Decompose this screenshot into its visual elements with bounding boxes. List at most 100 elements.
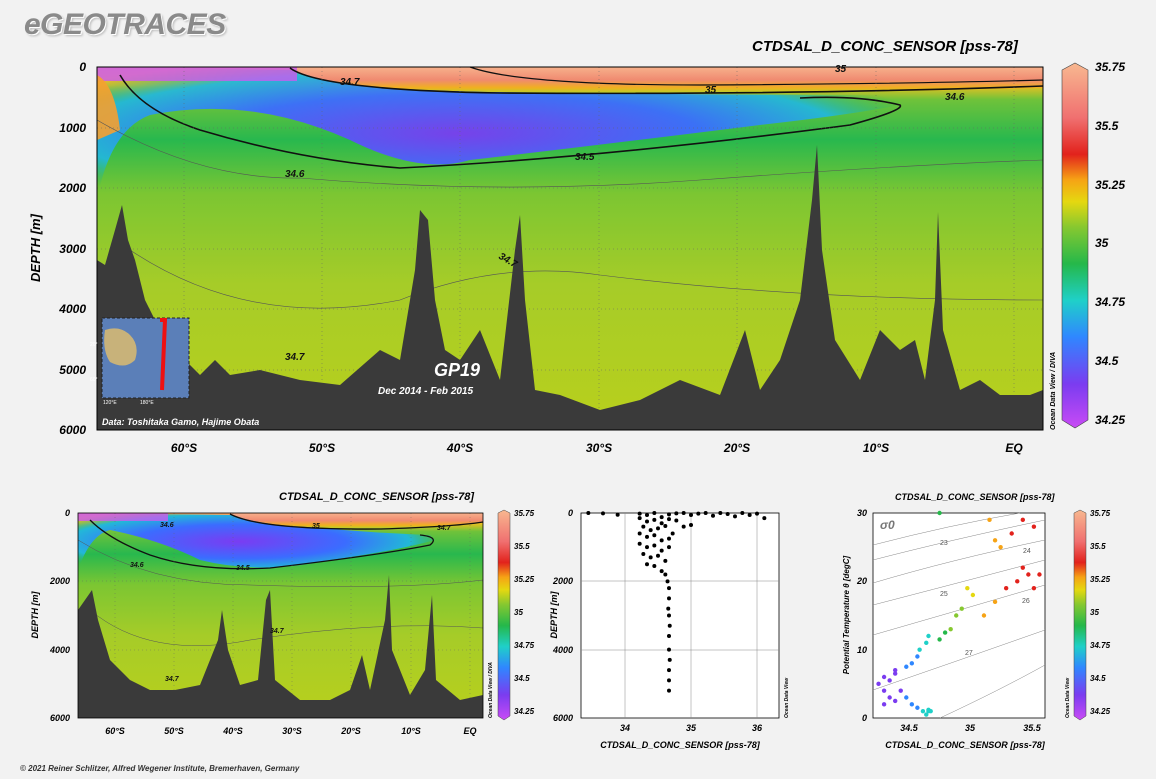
depth-point bbox=[659, 521, 664, 526]
ts-point bbox=[992, 599, 998, 605]
main-plot-area bbox=[96, 66, 1044, 431]
depth-point bbox=[652, 533, 657, 538]
depth-point bbox=[674, 518, 679, 523]
svg-text:40°S: 40°S bbox=[446, 441, 473, 455]
svg-text:10: 10 bbox=[857, 645, 867, 655]
svg-text:60°S: 60°S bbox=[171, 441, 197, 455]
ts-point bbox=[1031, 524, 1037, 529]
small-side-label: Ocean Data View / DIVA bbox=[488, 662, 494, 718]
ts-point bbox=[959, 606, 964, 611]
depth-point bbox=[663, 558, 668, 563]
svg-text:35.25: 35.25 bbox=[514, 575, 535, 584]
ts-point bbox=[942, 630, 948, 635]
svg-text:30°S: 30°S bbox=[586, 441, 612, 455]
data-credit: Data: Toshitaka Gamo, Hajime Obata bbox=[102, 417, 259, 427]
scatter-depth-side-label: Ocean Data View bbox=[784, 677, 790, 718]
cruise-label: GP19 bbox=[434, 360, 480, 380]
svg-text:20°: 20° bbox=[90, 342, 98, 348]
depth-point bbox=[667, 512, 671, 517]
ts-point bbox=[926, 633, 931, 639]
ts-point bbox=[987, 517, 992, 523]
scatter-depth-x-label: CTDSAL_D_CONC_SENSOR [pss-78] bbox=[600, 740, 761, 750]
depth-point bbox=[659, 538, 664, 543]
scatter-depth-y-label: DEPTH [m] bbox=[549, 590, 559, 638]
depth-point bbox=[652, 563, 657, 568]
depth-point bbox=[674, 511, 679, 516]
depth-point bbox=[667, 647, 671, 652]
svg-text:50°S: 50°S bbox=[164, 726, 184, 736]
svg-text:35.5: 35.5 bbox=[1023, 723, 1042, 733]
main-x-ticks: 60°S 50°S 40°S 30°S 20°S 10°S EQ bbox=[171, 441, 1023, 455]
depth-point bbox=[645, 513, 649, 518]
depth-point bbox=[667, 536, 671, 541]
depth-point bbox=[667, 634, 671, 638]
svg-text:34.25: 34.25 bbox=[514, 707, 535, 716]
depth-point bbox=[740, 511, 745, 515]
depth-point bbox=[601, 511, 605, 516]
depth-point bbox=[667, 657, 672, 662]
depth-point bbox=[641, 552, 646, 556]
svg-text:3000: 3000 bbox=[59, 242, 86, 256]
depth-point bbox=[652, 543, 657, 548]
depth-point bbox=[637, 541, 642, 546]
svg-text:35.75: 35.75 bbox=[514, 509, 535, 518]
svg-text:34.75: 34.75 bbox=[1090, 641, 1111, 650]
svg-text:34.7: 34.7 bbox=[285, 352, 305, 363]
depth-point bbox=[696, 511, 701, 516]
depth-point bbox=[645, 534, 649, 539]
svg-text:1000: 1000 bbox=[59, 121, 86, 135]
svg-text:34.5: 34.5 bbox=[1095, 354, 1119, 368]
ts-points bbox=[876, 510, 1042, 717]
depth-point bbox=[659, 515, 664, 520]
svg-text:4000: 4000 bbox=[58, 302, 86, 316]
svg-text:2000: 2000 bbox=[49, 576, 70, 586]
depth-point bbox=[637, 531, 642, 536]
depth-point bbox=[645, 545, 649, 550]
depth-point bbox=[656, 553, 660, 558]
depth-point bbox=[652, 517, 657, 522]
svg-text:5000: 5000 bbox=[59, 363, 86, 377]
depth-point bbox=[670, 531, 675, 536]
svg-text:35: 35 bbox=[835, 64, 847, 75]
ts-point bbox=[924, 712, 929, 717]
cruise-dates: Dec 2014 - Feb 2015 bbox=[378, 386, 473, 397]
ts-point bbox=[981, 613, 987, 618]
svg-text:35.5: 35.5 bbox=[1095, 119, 1119, 133]
svg-text:24: 24 bbox=[1023, 548, 1031, 555]
svg-text:0: 0 bbox=[862, 713, 867, 723]
depth-point bbox=[762, 516, 767, 521]
ts-point bbox=[992, 538, 998, 543]
ts-point bbox=[887, 678, 892, 683]
depth-point bbox=[689, 522, 693, 527]
main-y-label: DEPTH [m] bbox=[28, 213, 43, 282]
scatter-depth-x-ticks: 34 35 36 bbox=[620, 723, 763, 733]
depth-point bbox=[667, 545, 671, 550]
ts-point bbox=[1031, 585, 1037, 591]
svg-text:35: 35 bbox=[312, 523, 320, 530]
svg-text:35: 35 bbox=[705, 85, 717, 96]
depth-point bbox=[645, 519, 649, 524]
ts-point bbox=[904, 695, 909, 700]
svg-text:35.75: 35.75 bbox=[1095, 60, 1125, 74]
svg-text:35.5: 35.5 bbox=[514, 542, 530, 551]
depth-point bbox=[667, 613, 671, 618]
svg-text:6000: 6000 bbox=[50, 713, 70, 723]
depth-point bbox=[718, 511, 723, 515]
depth-point bbox=[725, 512, 730, 517]
sigma-label: σ0 bbox=[880, 518, 895, 532]
svg-text:35: 35 bbox=[514, 608, 523, 617]
brand-title: eGEOTRACES bbox=[24, 8, 226, 41]
svg-text:35: 35 bbox=[1095, 236, 1109, 250]
ts-point bbox=[998, 544, 1003, 550]
svg-text:35.75: 35.75 bbox=[1090, 509, 1111, 518]
depth-point bbox=[667, 678, 671, 683]
ts-point bbox=[948, 626, 953, 632]
svg-text:EQ: EQ bbox=[463, 726, 476, 736]
ts-point bbox=[954, 613, 959, 618]
ts-colorbar: 35.75 35.5 35.25 35 34.75 34.5 34.25 bbox=[1073, 509, 1111, 721]
ts-point bbox=[915, 654, 920, 659]
svg-text:34.25: 34.25 bbox=[1090, 707, 1111, 716]
ts-point bbox=[909, 702, 915, 707]
svg-text:34.5: 34.5 bbox=[1090, 674, 1106, 683]
